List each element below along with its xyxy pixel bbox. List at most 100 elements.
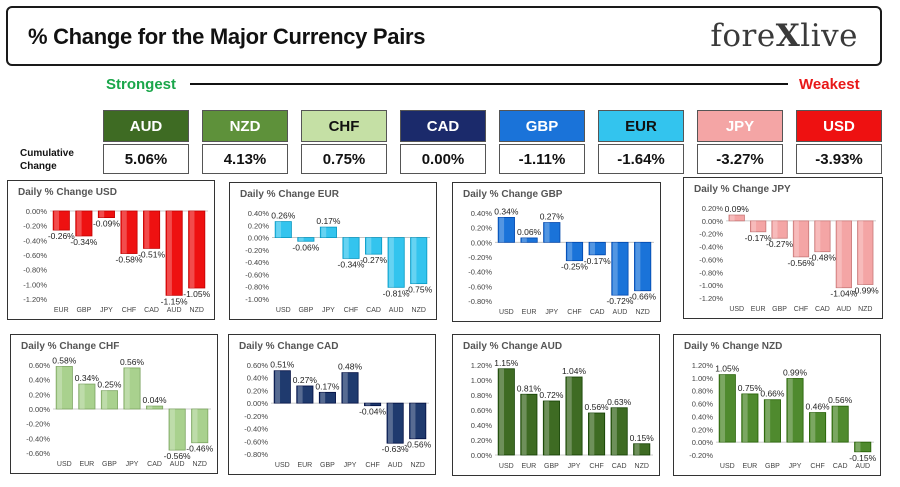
data-label: -0.06% [292,242,319,252]
bar-nzd [634,241,652,292]
currency-code: CAD [400,110,486,142]
x-tick-label: GBP [765,463,780,470]
bar-usd [497,368,515,456]
y-tick-label: -0.40% [23,236,47,245]
bar-nzd [633,443,651,456]
y-tick-label: 0.40% [29,376,51,385]
y-tick-label: 0.00% [702,217,724,226]
data-label: 0.72% [539,390,564,400]
y-tick-label: 0.60% [692,400,714,409]
x-tick-label: AUD [167,307,182,314]
x-tick-label: JPY [100,307,113,314]
data-label: -0.75% [405,285,432,295]
data-label: 0.06% [517,227,542,237]
y-tick-label: -1.20% [23,295,47,304]
currency-tile-aud: AUD 5.06% [103,110,189,174]
y-tick-label: -0.40% [245,258,269,267]
data-label: 0.99% [783,368,808,378]
bar-gbp [75,210,93,237]
y-tick-label: 0.20% [702,204,724,213]
bar-cad [146,405,164,410]
chart-panel-aud: Daily % Change AUD 1.20% 1.00% 0.80% 0.60% 0.… [452,334,660,476]
x-tick-label: AUD [388,462,403,469]
currency-tile-jpy: JPY -3.27% [697,110,783,174]
bar-jpy [97,210,115,218]
data-label: 0.27% [293,375,318,385]
x-tick-label: JPY [344,462,357,469]
cumulative-change-value: -3.93% [796,144,882,174]
y-tick-label: -0.20% [468,253,492,262]
y-tick-label: 1.20% [471,361,493,370]
currency-code: AUD [103,110,189,142]
x-tick-label: NZD [635,309,649,316]
y-tick-label: 0.00% [247,399,269,408]
x-tick-label: NZD [411,462,425,469]
x-tick-label: JPY [322,307,335,314]
data-label: 0.15% [630,433,655,443]
x-tick-label: CAD [144,307,159,314]
y-tick-label: 0.00% [26,207,48,216]
x-tick-label: NZD [858,306,872,313]
bar-eur [520,393,538,456]
chart-panel-eur: Daily % Change EUR 0.40% 0.20% 0.00% -0.20% -… [229,182,437,320]
chart-title: Daily % Change NZD [684,341,783,352]
cumulative-change-value: -1.64% [598,144,684,174]
bar-nzd [410,237,428,285]
bar-gbp [297,237,315,242]
data-label: -0.51% [138,249,165,259]
x-tick-label: GBP [102,461,117,468]
y-tick-label: 0.40% [692,412,714,421]
bar-cad [610,407,628,456]
chart-panel-cad: Daily % Change CAD 0.60% 0.40% 0.20% 0.00% -0… [228,334,436,475]
bar-cad [831,405,849,443]
currency-tile-eur: EUR -1.64% [598,110,684,174]
y-tick-label: -1.00% [245,295,269,304]
bar-gbp [318,391,336,404]
header-bar: % Change for the Major Currency Pairs fo… [6,6,882,66]
y-tick-label: -0.20% [26,420,50,429]
x-tick-label: CAD [590,309,605,316]
bar-chf [364,402,382,407]
y-tick-label: -0.40% [699,243,723,252]
data-label: 0.56% [120,357,145,367]
bar-jpy [319,226,337,238]
x-tick-label: CHF [122,307,136,314]
x-tick-label: GBP [76,307,91,314]
data-label: -0.56% [788,258,815,268]
y-tick-label: 0.20% [471,224,493,233]
currency-code: USD [796,110,882,142]
y-tick-label: -0.40% [468,268,492,277]
y-tick-label: -0.60% [26,449,50,458]
x-tick-label: NZD [193,461,207,468]
cumulative-change-value: 0.75% [301,144,387,174]
bar-aud [387,237,405,288]
bar-chf [588,412,606,456]
data-label: 0.56% [828,395,853,405]
y-tick-label: 0.20% [692,425,714,434]
y-tick-label: -0.60% [23,251,47,260]
bar-usd [274,221,292,238]
y-tick-label: -0.20% [699,230,723,239]
chart-title: Daily % Change AUD [463,341,563,352]
x-tick-label: NZD [190,307,204,314]
y-tick-label: 0.80% [471,391,493,400]
x-tick-label: NZD [635,463,649,470]
data-label: -0.17% [745,233,772,243]
x-tick-label: GBP [320,462,335,469]
x-tick-label: CHF [365,462,379,469]
y-tick-label: 0.00% [471,451,493,460]
cumulative-change-value: -1.11% [499,144,585,174]
y-tick-label: 0.00% [692,438,714,447]
bar-chart: 0.40% 0.20% 0.00% -0.20% -0.40% -0.60% -0.80% 0… [468,206,656,316]
data-label: 0.34% [75,373,100,383]
chart-title: Daily % Change JPY [694,184,791,195]
data-label: -0.26% [48,231,75,241]
page-title: % Change for the Major Currency Pairs [28,24,426,49]
bar-eur [750,220,767,233]
bar-aud [611,241,629,296]
cumulative-change-value: 5.06% [103,144,189,174]
bar-usd [718,374,736,443]
y-tick-label: -0.20% [245,246,269,255]
y-tick-label: 0.80% [692,387,714,396]
y-tick-label: 0.20% [471,436,493,445]
